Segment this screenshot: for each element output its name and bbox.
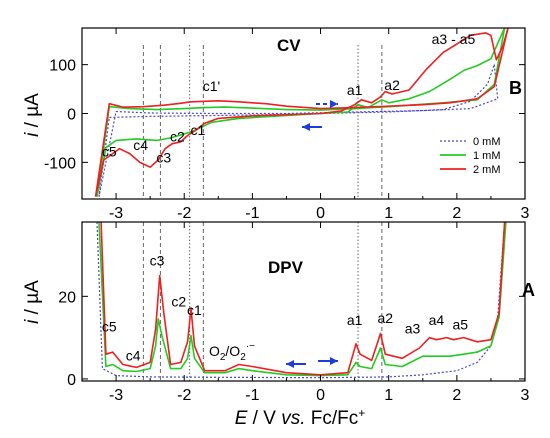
dpv-peak-label-c4: c4	[126, 347, 141, 363]
cv-axis-ticks: -3 -2 -1 0 1 2 3 -100 0 100	[44, 28, 530, 222]
dpv-x-tick-label: -2	[177, 387, 191, 404]
cv-panel-title: CV	[277, 36, 301, 55]
cv-peak-label-c1: c1	[190, 122, 205, 138]
cv-peak-label-c3: c3	[156, 149, 171, 165]
o2-label-mid: /O	[225, 343, 240, 359]
dpv-peak-label-a1: a1	[347, 312, 363, 328]
dpv-peak-label-a4: a4	[429, 312, 445, 328]
cv-y-axis-label: i / µA	[22, 93, 43, 137]
cv-x-tick-label: 1	[384, 205, 393, 222]
dpv-series-2-mm	[100, 222, 506, 376]
cv-panel: -3 -2 -1 0 1 2 3 -100 0 100 CV B c5 c4 c3 c2 c1 c1' a1 a…	[22, 27, 530, 222]
dpv-axis-ticks: -3 -2 -1 0 1 2 3 0 20	[58, 222, 530, 404]
cv-x-tick-label: 2	[452, 205, 461, 222]
cv-x-tick-label: 3	[521, 205, 530, 222]
cv-guide-lines	[142, 45, 383, 199]
cv-sweep-arrows	[302, 100, 338, 131]
cv-series-0-mm-reverse	[98, 64, 499, 197]
cv-y-axis-unit: µA	[22, 93, 43, 117]
dpv-peak-label-c2: c2	[171, 294, 186, 310]
dpv-sweep-arrows	[286, 357, 338, 368]
dpv-y-tick-label: 0	[67, 372, 76, 389]
cv-y-axis-var: i	[22, 132, 43, 137]
o2-superoxide-annotation: O2/O2·−	[209, 341, 255, 363]
cv-reverse-arrow-head	[302, 123, 310, 131]
cv-series-1-mm-reverse	[96, 28, 506, 197]
dpv-x-tick-label: -3	[109, 387, 123, 404]
cv-peak-label-a1: a1	[347, 82, 363, 98]
dpv-peak-label-c3: c3	[150, 252, 165, 268]
dpv-plot-frame	[81, 221, 526, 382]
o2-label-sub2: 2	[240, 352, 246, 363]
dpv-x-tick-label: 3	[521, 387, 530, 404]
cv-panel-letter: B	[509, 78, 522, 98]
x-axis-ref: Fc/Fc	[311, 408, 359, 429]
cv-peak-label-a3-a5: a3 - a5	[432, 31, 476, 47]
x-axis-vs: vs.	[281, 408, 305, 429]
x-axis-var: E	[235, 408, 248, 429]
dpv-forward-arrow-head	[330, 357, 338, 365]
dpv-x-tick-label: 1	[384, 387, 393, 404]
dpv-peak-label-a2: a2	[377, 310, 393, 326]
dpv-peak-label-a3: a3	[405, 321, 421, 337]
cv-peak-label-c2: c2	[170, 128, 185, 144]
dpv-guide-lines	[142, 222, 383, 381]
o2-label-o: O	[209, 343, 220, 359]
cv-y-tick-label: 0	[67, 107, 76, 124]
cv-peak-label-c4: c4	[133, 137, 148, 153]
dpv-x-tick-label: 0	[316, 387, 325, 404]
cv-peak-labels: c5 c4 c3 c2 c1 c1' a1 a2 a3 - a5	[102, 31, 476, 165]
dpv-reverse-arrow-head	[286, 360, 294, 368]
cv-peak-label-a2: a2	[384, 77, 400, 93]
o2-label-sub1: 2	[220, 352, 226, 363]
cv-forward-arrow-head	[330, 100, 338, 108]
legend-label-0-mm: 0 mM	[473, 136, 501, 148]
dpv-panel-letter: A	[522, 280, 535, 300]
dpv-series-group	[96, 222, 507, 379]
cv-series-2-mm-reverse	[94, 28, 509, 197]
dpv-y-axis-unit: µA	[22, 280, 43, 304]
dpv-peak-label-a5: a5	[452, 316, 468, 332]
x-axis-unit: V	[263, 408, 276, 429]
cv-peak-label-c5: c5	[102, 143, 117, 159]
cv-series-0-mm-forward	[98, 64, 495, 197]
dpv-x-tick-label: 2	[452, 387, 461, 404]
cv-x-tick-label: -1	[245, 205, 259, 222]
cv-y-tick-label: -100	[44, 155, 76, 172]
o2-label-sup: ·−	[246, 341, 255, 352]
cv-y-tick-label: 100	[49, 58, 76, 75]
cv-series-group	[94, 28, 509, 197]
x-axis-label: E / V vs. Fc/Fc+	[235, 406, 366, 429]
dpv-y-tick-label: 20	[58, 289, 76, 306]
cv-series-1-mm-forward	[96, 28, 506, 197]
dpv-peak-label-c1: c1	[187, 302, 202, 318]
cv-x-tick-label: 0	[316, 205, 325, 222]
dpv-peak-label-c5: c5	[102, 318, 117, 334]
legend-label-1-mm: 1 mM	[473, 150, 501, 162]
dpv-y-axis-var: i	[22, 319, 43, 324]
dpv-panel-title: DPV	[268, 258, 304, 277]
cv-x-tick-label: -3	[109, 205, 123, 222]
legend-label-2-mm: 2 mM	[473, 164, 501, 176]
cv-x-tick-label: -2	[177, 205, 191, 222]
dpv-y-axis-label: i / µA	[22, 280, 43, 324]
cv-series-2-mm-forward	[94, 28, 509, 197]
x-axis-ref-sup: +	[358, 406, 365, 420]
legend: 0 mM 1 mM 2 mM	[440, 136, 501, 176]
cv-peak-label-c1: c1'	[203, 78, 220, 94]
dpv-series-1-mm	[98, 222, 507, 377]
dpv-x-tick-label: -1	[245, 387, 259, 404]
